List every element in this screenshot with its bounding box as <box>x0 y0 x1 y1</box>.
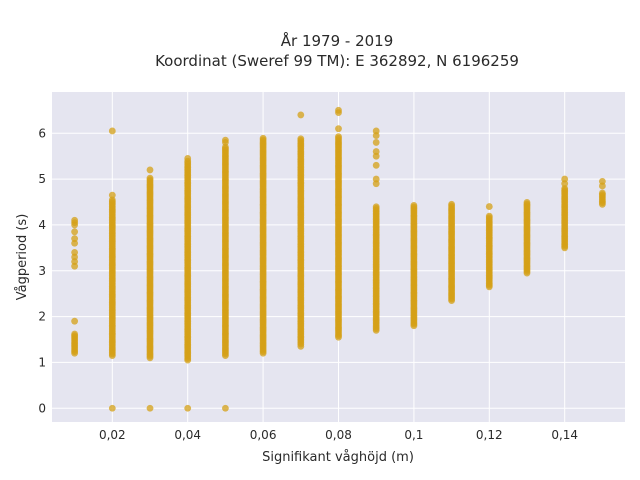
data-point <box>561 175 569 183</box>
x-tick-label: 0,14 <box>551 428 578 442</box>
data-point <box>335 133 342 141</box>
data-point <box>222 136 229 144</box>
x-tick-label: 0,1 <box>404 428 423 442</box>
data-point <box>598 189 606 197</box>
y-tick-label: 2 <box>38 310 46 324</box>
data-points <box>71 106 606 412</box>
data-point <box>71 330 79 338</box>
data-point <box>146 166 154 174</box>
x-tick-label: 0,08 <box>325 428 352 442</box>
y-axis-label: Vågperiod (s) <box>15 214 30 301</box>
data-point <box>71 317 79 325</box>
x-tick-label: 0,04 <box>174 428 201 442</box>
data-point <box>410 202 418 209</box>
data-point <box>485 212 493 220</box>
y-tick-label: 0 <box>38 401 46 415</box>
data-point <box>146 404 154 412</box>
data-point <box>108 127 116 135</box>
data-point <box>71 235 79 243</box>
data-point <box>335 125 342 133</box>
y-tick-label: 6 <box>38 126 46 140</box>
data-point <box>222 404 229 412</box>
x-axis-label: Signifikant våghöjd (m) <box>262 450 414 465</box>
data-point <box>71 216 79 224</box>
chart-title-line1: År 1979 - 2019 <box>281 31 394 50</box>
data-point <box>108 191 116 199</box>
chart-title-line2: Koordinat (Sweref 99 TM): E 362892, N 61… <box>155 52 519 70</box>
data-point <box>71 249 79 256</box>
data-point <box>297 342 305 350</box>
data-point <box>372 148 380 155</box>
data-point <box>184 404 192 412</box>
data-point <box>372 127 380 135</box>
data-point <box>372 203 380 211</box>
data-point <box>448 200 455 208</box>
x-tick-label: 0,12 <box>476 428 503 442</box>
y-tick-label: 4 <box>38 218 46 232</box>
data-point <box>372 161 380 169</box>
x-tick-label: 0,02 <box>99 428 126 442</box>
y-tick-label: 1 <box>38 355 46 369</box>
data-point <box>372 139 380 146</box>
data-point <box>335 106 342 114</box>
data-point <box>297 111 305 119</box>
data-point <box>523 199 531 206</box>
data-point <box>561 185 569 192</box>
data-point <box>146 174 154 182</box>
data-point <box>259 134 267 142</box>
data-point <box>71 228 79 236</box>
data-point <box>598 177 606 185</box>
data-point <box>297 135 305 143</box>
data-point <box>485 203 493 210</box>
data-point <box>184 155 192 162</box>
data-point <box>372 175 380 183</box>
data-point <box>108 196 116 204</box>
data-point <box>108 404 116 412</box>
y-tick-label: 3 <box>38 264 46 278</box>
x-tick-label: 0,06 <box>250 428 277 442</box>
x-axis-ticks: 0,02 0,04 0,06 0,08 0,1 0,12 0,14 <box>99 428 578 442</box>
y-axis-ticks: 0 1 2 3 4 5 6 <box>38 126 46 415</box>
y-tick-label: 5 <box>38 172 46 186</box>
